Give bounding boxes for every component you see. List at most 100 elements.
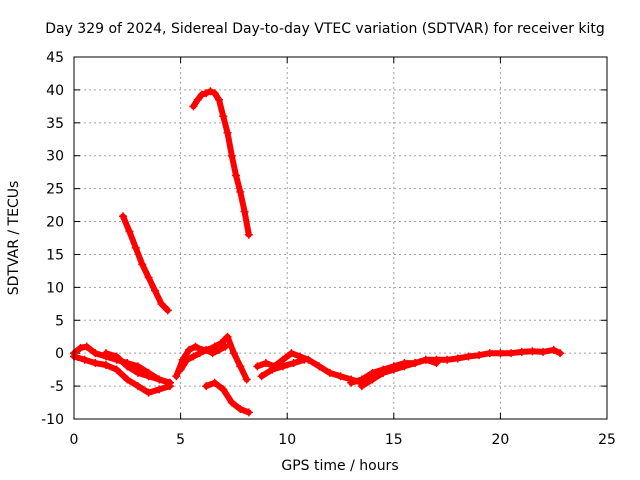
data-point [517, 347, 526, 356]
data-point [289, 359, 298, 368]
data-point [485, 349, 494, 358]
data-point [236, 187, 245, 196]
data-point [268, 365, 277, 374]
data-point [202, 345, 211, 354]
data-point [236, 362, 245, 371]
data-point [242, 375, 251, 384]
data-point [539, 347, 548, 356]
x-tick-label: 0 [70, 432, 79, 448]
data-point [357, 382, 366, 391]
series-line [71, 353, 173, 396]
data-point [421, 355, 430, 364]
data-point [453, 354, 462, 363]
data-point [400, 362, 409, 371]
data-point [206, 87, 215, 96]
data-point [244, 408, 253, 417]
series-track-mid-a [172, 332, 251, 384]
data-point [208, 349, 217, 358]
y-tick-label: 10 [46, 280, 64, 296]
data-point [236, 405, 245, 414]
chart-title: Day 329 of 2024, Sidereal Day-to-day VTE… [45, 21, 605, 37]
data-point [389, 365, 398, 374]
data-point [182, 355, 191, 364]
data-point [300, 355, 309, 364]
data-point [443, 355, 452, 364]
data-point [151, 286, 160, 295]
data-point [144, 372, 153, 381]
grid-layer [74, 57, 607, 419]
data-point [125, 227, 134, 236]
series-track-descending [119, 212, 172, 315]
data-point [214, 95, 223, 104]
data-point [219, 112, 228, 121]
x-tick-label: 20 [491, 432, 509, 448]
data-point [221, 342, 230, 351]
data-point [475, 351, 484, 360]
data-point [379, 368, 388, 377]
tick-layer: -10 -5 0 5 10 15 20 25 30 35 40 45 0 5 10 15 20 25 [41, 50, 616, 448]
data-point [172, 372, 181, 381]
data-point [219, 385, 228, 394]
y-tick-label: 30 [46, 149, 64, 165]
data-point [157, 299, 166, 308]
data-point [82, 342, 91, 351]
data-point [496, 349, 505, 358]
data-point [101, 361, 110, 370]
y-tick-label: 35 [46, 116, 64, 132]
data-point [163, 306, 172, 315]
data-point [144, 273, 153, 282]
data-point [197, 90, 206, 99]
series-line [120, 213, 171, 314]
data-point [227, 398, 236, 407]
y-tick-label: 5 [55, 313, 64, 329]
data-point [278, 362, 287, 371]
data-point [155, 385, 164, 394]
data-point [244, 230, 253, 239]
data-point [556, 349, 565, 358]
data-point [257, 372, 266, 381]
data-point [214, 345, 223, 354]
x-tick-label: 10 [278, 432, 296, 448]
data-point [549, 345, 558, 354]
data-point [144, 388, 153, 397]
data-point [240, 207, 249, 216]
series-track-mid-right-b [257, 355, 309, 381]
data-point [287, 349, 296, 358]
data-point [189, 102, 198, 111]
series-track-mid-low [202, 378, 253, 417]
data-point [123, 375, 132, 384]
data-point [232, 171, 241, 180]
data-point [202, 89, 211, 98]
data-point [80, 355, 89, 364]
data-point [195, 349, 204, 358]
series-track-low-left-c [101, 349, 174, 387]
series-track-right-b [357, 355, 441, 391]
data-point [76, 343, 85, 352]
y-tick-label: 40 [46, 83, 64, 99]
y-tick-label: -10 [41, 412, 64, 428]
series-track-right [347, 345, 565, 387]
series-line [203, 379, 252, 416]
data-point [165, 378, 174, 387]
data-point [185, 345, 194, 354]
data-point [223, 128, 232, 137]
data-point [229, 349, 238, 358]
data-point [368, 375, 377, 384]
data-point [223, 332, 232, 341]
x-tick-label: 5 [176, 432, 185, 448]
data-point [507, 349, 516, 358]
data-point [155, 375, 164, 384]
data-point [112, 365, 121, 374]
series-line [190, 88, 252, 238]
data-point [101, 349, 110, 358]
data-point [91, 359, 100, 368]
series-line [173, 333, 250, 383]
data-point [123, 362, 132, 371]
data-point [133, 368, 142, 377]
data-point [193, 95, 202, 104]
data-point [336, 372, 345, 381]
data-point [131, 243, 140, 252]
data-point [411, 359, 420, 368]
data-point [528, 347, 537, 356]
series-track-mid-b [176, 342, 230, 374]
